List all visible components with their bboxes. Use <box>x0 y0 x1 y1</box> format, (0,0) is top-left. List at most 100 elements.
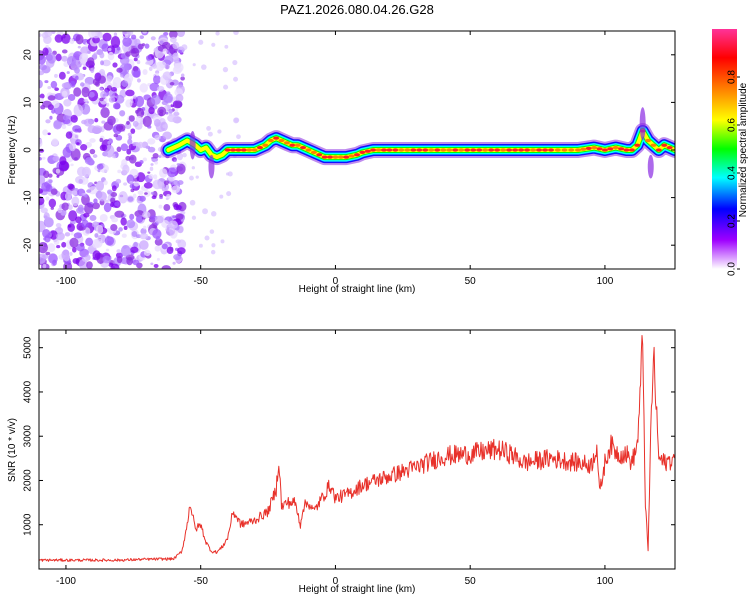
noise-speck <box>154 245 161 252</box>
noise-speck <box>164 63 170 70</box>
noise-speck <box>41 156 46 160</box>
noise-speck <box>132 193 137 199</box>
noise-speck <box>167 114 177 123</box>
ridge-core <box>530 148 537 152</box>
noise-speck <box>102 253 106 256</box>
noise-speck <box>130 128 136 134</box>
noise-speck <box>72 246 77 253</box>
noise-speck <box>219 194 224 199</box>
noise-speck <box>94 118 99 123</box>
noise-speck <box>159 193 163 198</box>
noise-speck <box>99 213 108 222</box>
noise-speck <box>61 241 67 248</box>
noise-speck <box>101 59 111 67</box>
noise-speck <box>41 31 49 39</box>
noise-speck <box>45 196 50 201</box>
noise-speck <box>39 79 43 89</box>
noise-speck <box>71 196 80 207</box>
noise-speck <box>144 43 150 49</box>
noise-speck <box>125 99 133 108</box>
noise-speck <box>175 205 182 211</box>
noise-speck <box>50 80 58 89</box>
noise-speck <box>154 161 158 165</box>
ridge-core <box>618 147 625 151</box>
ridge-core <box>235 148 242 152</box>
noise-speck <box>107 195 111 200</box>
noise-speck <box>159 40 164 45</box>
ridge-smear <box>208 154 215 179</box>
ridge-core <box>321 155 328 159</box>
noise-speck <box>162 71 172 81</box>
noise-speck <box>122 31 132 36</box>
noise-speck <box>154 134 161 141</box>
noise-speck <box>169 82 175 86</box>
noise-speck <box>61 82 69 89</box>
noise-speck <box>153 74 161 85</box>
noise-speck <box>136 60 141 65</box>
noise-speck <box>120 74 124 78</box>
noise-speck <box>139 233 149 240</box>
noise-speck <box>144 192 148 195</box>
noise-speck <box>163 204 171 211</box>
noise-speck <box>72 258 80 264</box>
noise-speck <box>162 48 168 55</box>
noise-speck <box>210 249 216 255</box>
noise-speck <box>55 223 62 228</box>
ridge-core <box>230 148 237 152</box>
noise-speck <box>52 259 57 266</box>
chart-title: PAZ1.2026.080.04.26.G28 <box>280 2 434 17</box>
noise-speck <box>123 225 128 231</box>
noise-speck <box>198 243 203 248</box>
noise-speck <box>58 160 69 172</box>
spectrogram-y-tick-label: 20 <box>23 49 34 61</box>
spectrogram-x-tick-label: 50 <box>465 276 477 287</box>
noise-speck <box>68 204 73 211</box>
noise-speck <box>107 115 116 126</box>
ridge-core <box>380 148 387 152</box>
noise-speck <box>115 123 126 132</box>
noise-speck <box>39 93 45 99</box>
noise-speck <box>44 80 49 84</box>
ridge-core <box>574 148 581 152</box>
noise-speck <box>62 146 72 158</box>
snr-frame <box>38 329 676 570</box>
noise-speck <box>39 174 46 185</box>
ridge-core <box>650 143 657 147</box>
noise-speck <box>65 131 73 139</box>
noise-speck <box>80 144 88 151</box>
noise-speck <box>150 36 156 41</box>
snr-background <box>39 330 675 569</box>
ridge-core <box>359 150 366 154</box>
noise-speck <box>86 261 93 269</box>
noise-speck <box>48 179 53 184</box>
noise-speck <box>131 34 137 40</box>
noise-speck <box>217 129 222 134</box>
noise-speck <box>226 191 232 197</box>
noise-speck <box>76 142 80 145</box>
noise-speck <box>81 193 90 206</box>
noise-speck <box>139 35 145 40</box>
ridge-core <box>267 138 274 143</box>
ridge-core <box>316 153 323 157</box>
noise-speck <box>90 67 95 73</box>
noise-speck <box>169 246 174 252</box>
noise-speck <box>66 71 70 75</box>
snr-x-label: Height of straight line (km) <box>299 584 416 595</box>
ridge-core <box>343 155 350 159</box>
noise-speck <box>92 202 100 210</box>
noise-speck <box>92 239 101 249</box>
noise-speck <box>173 111 180 117</box>
ridge-core <box>596 147 603 151</box>
noise-speck <box>176 163 186 175</box>
noise-speck <box>55 53 62 62</box>
spectrogram-y-tick-label: 10 <box>23 96 34 108</box>
noise-speck <box>116 146 122 153</box>
noise-speck <box>50 206 54 210</box>
ridge-core <box>561 148 568 152</box>
ridge-core <box>452 148 459 152</box>
noise-speck <box>116 249 121 254</box>
ridge-core <box>294 143 301 147</box>
noise-speck <box>42 129 49 136</box>
noise-speck <box>108 96 116 103</box>
